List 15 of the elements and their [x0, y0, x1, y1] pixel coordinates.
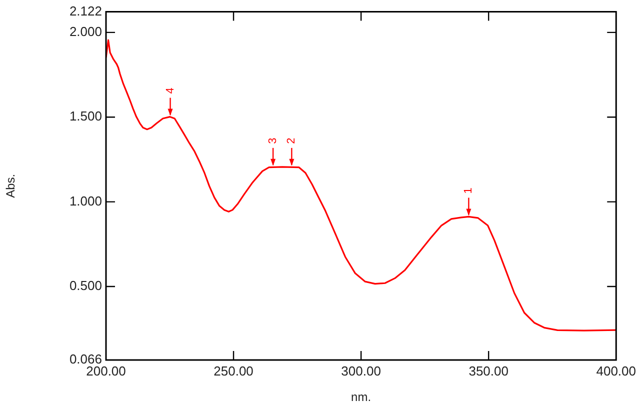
y-tick-label: 2.000 [69, 24, 102, 40]
y-tick-label: 2.122 [69, 3, 102, 18]
y-tick-label: 1.000 [69, 193, 102, 208]
annotation: 4 [164, 88, 176, 94]
x-tick-label: 350.00 [468, 363, 508, 378]
x-tick-label: 250.00 [214, 363, 254, 378]
x-tick-label: 400.00 [596, 363, 636, 378]
x-axis-title: nm. [351, 390, 372, 404]
y-tick-label: 0.500 [69, 278, 102, 294]
annotation: 3 [267, 138, 280, 144]
annotation: 1 [462, 188, 475, 194]
annotation: 2 [286, 138, 298, 144]
y-tick-label: 1.500 [69, 108, 102, 124]
x-tick-label: 300.00 [341, 363, 381, 378]
y-axis-title: Abs. [4, 174, 18, 198]
